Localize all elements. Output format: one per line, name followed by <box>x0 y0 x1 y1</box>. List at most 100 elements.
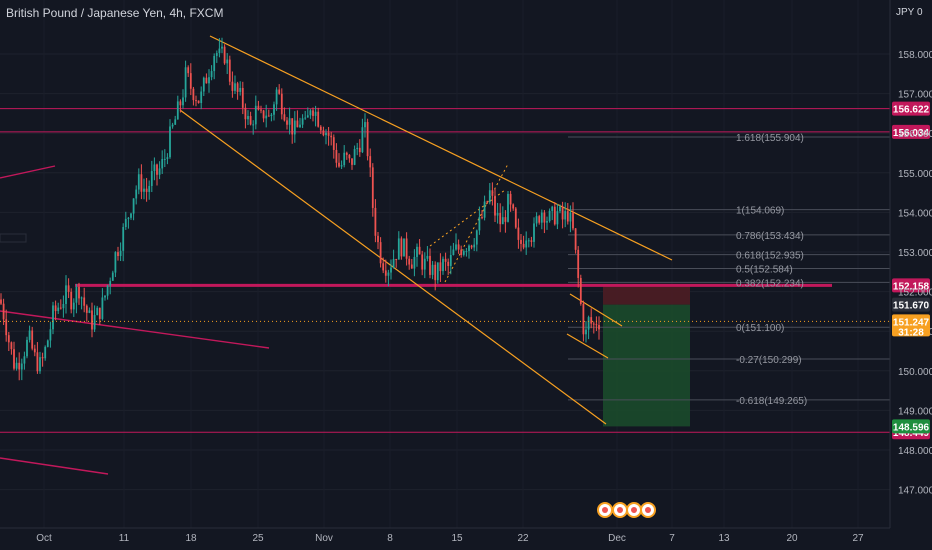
candle-body[interactable] <box>478 217 481 231</box>
candle-body[interactable] <box>496 212 499 216</box>
candle-body[interactable] <box>400 238 403 257</box>
candle-body[interactable] <box>512 204 515 209</box>
candle-body[interactable] <box>101 297 104 319</box>
candle-body[interactable] <box>148 185 151 192</box>
candle-body[interactable] <box>481 217 483 219</box>
candle-body[interactable] <box>509 193 512 205</box>
candle-body[interactable] <box>395 259 398 261</box>
candle-body[interactable] <box>283 114 286 121</box>
trendline[interactable] <box>569 293 623 327</box>
candle-body[interactable] <box>592 323 595 325</box>
candle-body[interactable] <box>577 249 580 278</box>
candle-body[interactable] <box>429 255 431 275</box>
candle-body[interactable] <box>410 264 413 269</box>
candle-body[interactable] <box>340 165 343 167</box>
candle-body[interactable] <box>5 319 8 336</box>
candle-body[interactable] <box>184 67 187 98</box>
candle-body[interactable] <box>304 117 307 119</box>
candle-body[interactable] <box>197 100 200 103</box>
candle-body[interactable] <box>582 303 585 335</box>
candle-body[interactable] <box>122 226 125 251</box>
candle-body[interactable] <box>332 137 335 150</box>
candle-body[interactable] <box>39 357 41 372</box>
candle-body[interactable] <box>161 159 164 169</box>
candle-body[interactable] <box>348 154 351 159</box>
candle-body[interactable] <box>371 167 374 208</box>
candle-body[interactable] <box>111 272 114 281</box>
candle-body[interactable] <box>145 188 148 192</box>
candle-body[interactable] <box>210 71 213 78</box>
candle-body[interactable] <box>62 303 65 309</box>
candle-body[interactable] <box>475 230 478 245</box>
candle-body[interactable] <box>244 107 247 120</box>
candle-body[interactable] <box>202 77 205 92</box>
candle-body[interactable] <box>468 245 470 252</box>
candle-body[interactable] <box>109 280 112 286</box>
candle-body[interactable] <box>546 221 548 223</box>
candle-body[interactable] <box>70 291 73 310</box>
candle-body[interactable] <box>353 149 356 165</box>
candle-body[interactable] <box>286 120 288 125</box>
candle-body[interactable] <box>205 77 208 84</box>
candle-body[interactable] <box>540 212 543 223</box>
candle-body[interactable] <box>93 315 96 330</box>
candle-body[interactable] <box>403 238 405 257</box>
candle-body[interactable] <box>312 110 314 116</box>
candle-body[interactable] <box>91 310 93 330</box>
candle-body[interactable] <box>275 89 278 105</box>
candle-body[interactable] <box>291 118 294 135</box>
candle-body[interactable] <box>452 249 455 255</box>
candle-body[interactable] <box>278 89 281 94</box>
candle-body[interactable] <box>501 217 504 225</box>
candle-body[interactable] <box>169 126 171 158</box>
candle-body[interactable] <box>252 124 255 126</box>
candle-body[interactable] <box>504 217 507 222</box>
candle-body[interactable] <box>106 285 109 296</box>
candle-body[interactable] <box>67 285 70 292</box>
candle-body[interactable] <box>517 227 520 240</box>
candle-body[interactable] <box>267 115 270 117</box>
candle-body[interactable] <box>234 83 236 91</box>
candle-body[interactable] <box>13 349 15 369</box>
candle-body[interactable] <box>345 152 348 155</box>
candle-body[interactable] <box>23 356 26 364</box>
candle-body[interactable] <box>221 46 223 49</box>
candle-body[interactable] <box>223 46 226 64</box>
candle-body[interactable] <box>533 223 535 242</box>
trendline[interactable] <box>209 35 673 261</box>
candle-body[interactable] <box>270 114 273 116</box>
candle-body[interactable] <box>423 258 426 270</box>
candle-body[interactable] <box>158 168 161 175</box>
candle-body[interactable] <box>574 228 577 250</box>
candle-body[interactable] <box>218 48 221 54</box>
candle-body[interactable] <box>239 87 242 92</box>
candle-body[interactable] <box>358 147 361 153</box>
candle-body[interactable] <box>564 211 567 220</box>
candle-body[interactable] <box>434 264 437 281</box>
candle-body[interactable] <box>491 190 494 196</box>
candle-body[interactable] <box>36 352 39 372</box>
candle-body[interactable] <box>317 111 320 127</box>
candle-body[interactable] <box>465 251 468 253</box>
candle-body[interactable] <box>28 330 31 340</box>
candle-body[interactable] <box>314 111 317 116</box>
candle-body[interactable] <box>52 305 54 330</box>
candle-body[interactable] <box>325 132 327 136</box>
candle-body[interactable] <box>384 270 387 276</box>
candle-body[interactable] <box>566 211 569 222</box>
candle-body[interactable] <box>488 190 491 203</box>
candle-body[interactable] <box>553 206 556 225</box>
candle-body[interactable] <box>520 239 522 244</box>
candle-body[interactable] <box>78 286 80 299</box>
candle-body[interactable] <box>361 127 364 153</box>
candle-body[interactable] <box>31 330 34 349</box>
candle-body[interactable] <box>137 174 140 190</box>
candle-body[interactable] <box>44 346 47 359</box>
candle-body[interactable] <box>343 152 346 166</box>
candle-body[interactable] <box>296 120 299 128</box>
candle-body[interactable] <box>299 124 301 128</box>
candle-body[interactable] <box>135 189 138 199</box>
candle-body[interactable] <box>572 212 574 229</box>
candle-body[interactable] <box>241 87 244 108</box>
